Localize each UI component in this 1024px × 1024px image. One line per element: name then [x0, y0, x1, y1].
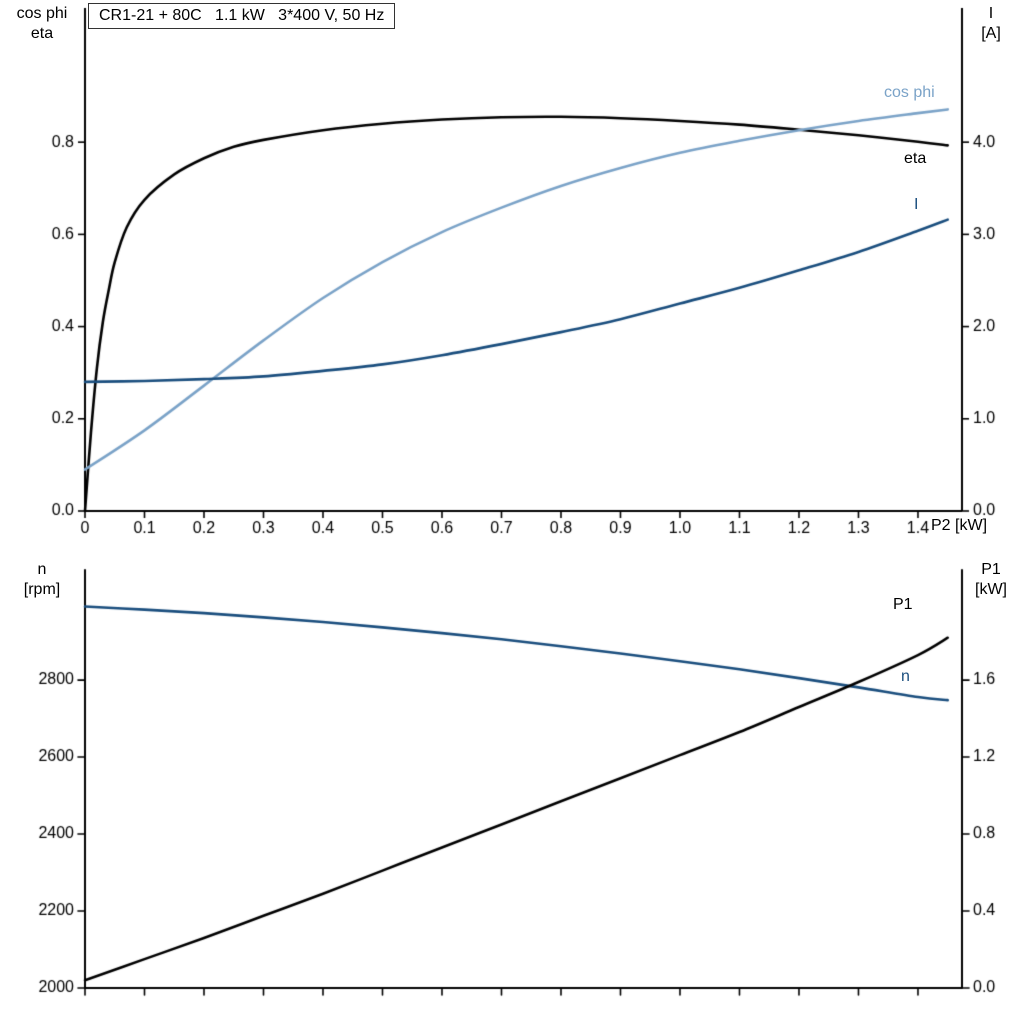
rpm-unit-label: [rpm] — [23, 581, 61, 598]
x-axis-label: P2 [kW] — [931, 517, 988, 534]
bottom-right-axis-title: P1 [kW] — [960, 560, 1022, 600]
ampere-unit-label: [A] — [981, 25, 1001, 42]
p1-axis-label: P1 — [981, 561, 1001, 578]
speed-axis-label: n — [37, 561, 47, 578]
p1-curve-label: P1 — [893, 596, 913, 613]
eta-curve-label: eta — [904, 150, 927, 167]
cos-phi-axis-label: cos phi — [16, 5, 68, 22]
cos-phi-curve-label: cos phi — [884, 84, 935, 101]
current-curve-label: I — [914, 196, 919, 213]
chart-title-box: CR1-21 + 80C 1.1 kW 3*400 V, 50 Hz — [88, 3, 396, 29]
top-left-axis-title: cos phi eta — [2, 4, 82, 44]
top-right-axis-title: I [A] — [962, 4, 1020, 44]
kw-unit-label: [kW] — [975, 581, 1007, 598]
current-axis-label: I — [988, 5, 994, 22]
n-curve-label: n — [901, 668, 910, 685]
bottom-left-axis-title: n [rpm] — [2, 560, 82, 600]
eta-axis-label: eta — [30, 25, 54, 42]
